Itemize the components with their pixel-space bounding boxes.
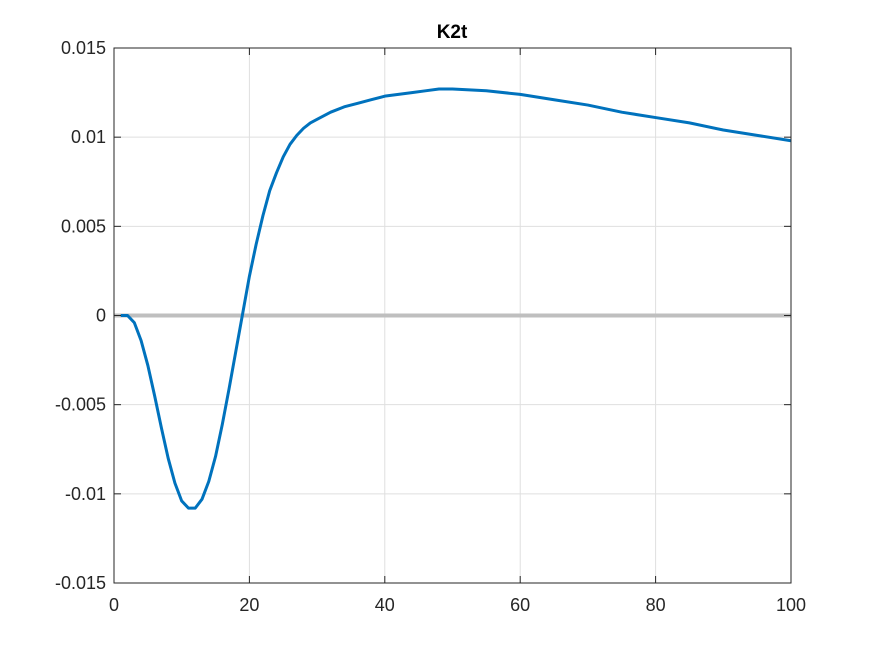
x-tick-label: 100 (776, 595, 806, 615)
x-tick-label: 0 (109, 595, 119, 615)
x-tick-label: 40 (375, 595, 395, 615)
y-tick-label: 0.005 (61, 216, 106, 236)
y-tick-label: -0.01 (65, 484, 106, 504)
chart-title: K2t (437, 22, 468, 43)
x-tick-label: 80 (646, 595, 666, 615)
series-layer (114, 87, 792, 510)
y-tick-label: -0.015 (55, 573, 106, 593)
y-tick-label: -0.005 (55, 395, 106, 415)
series-line-k2t (120, 87, 792, 510)
tick-labels: 0 20 40 60 80 100 0.015 0.01 0.005 0 -0.005 -0.01 -0… (55, 38, 806, 615)
tick-marks (113, 47, 792, 584)
y-tick-label: 0 (96, 306, 106, 326)
y-tick-label: 0.015 (61, 38, 106, 58)
x-tick-label: 60 (510, 595, 530, 615)
x-tick-label: 20 (239, 595, 259, 615)
y-tick-label: 0.01 (71, 127, 106, 147)
